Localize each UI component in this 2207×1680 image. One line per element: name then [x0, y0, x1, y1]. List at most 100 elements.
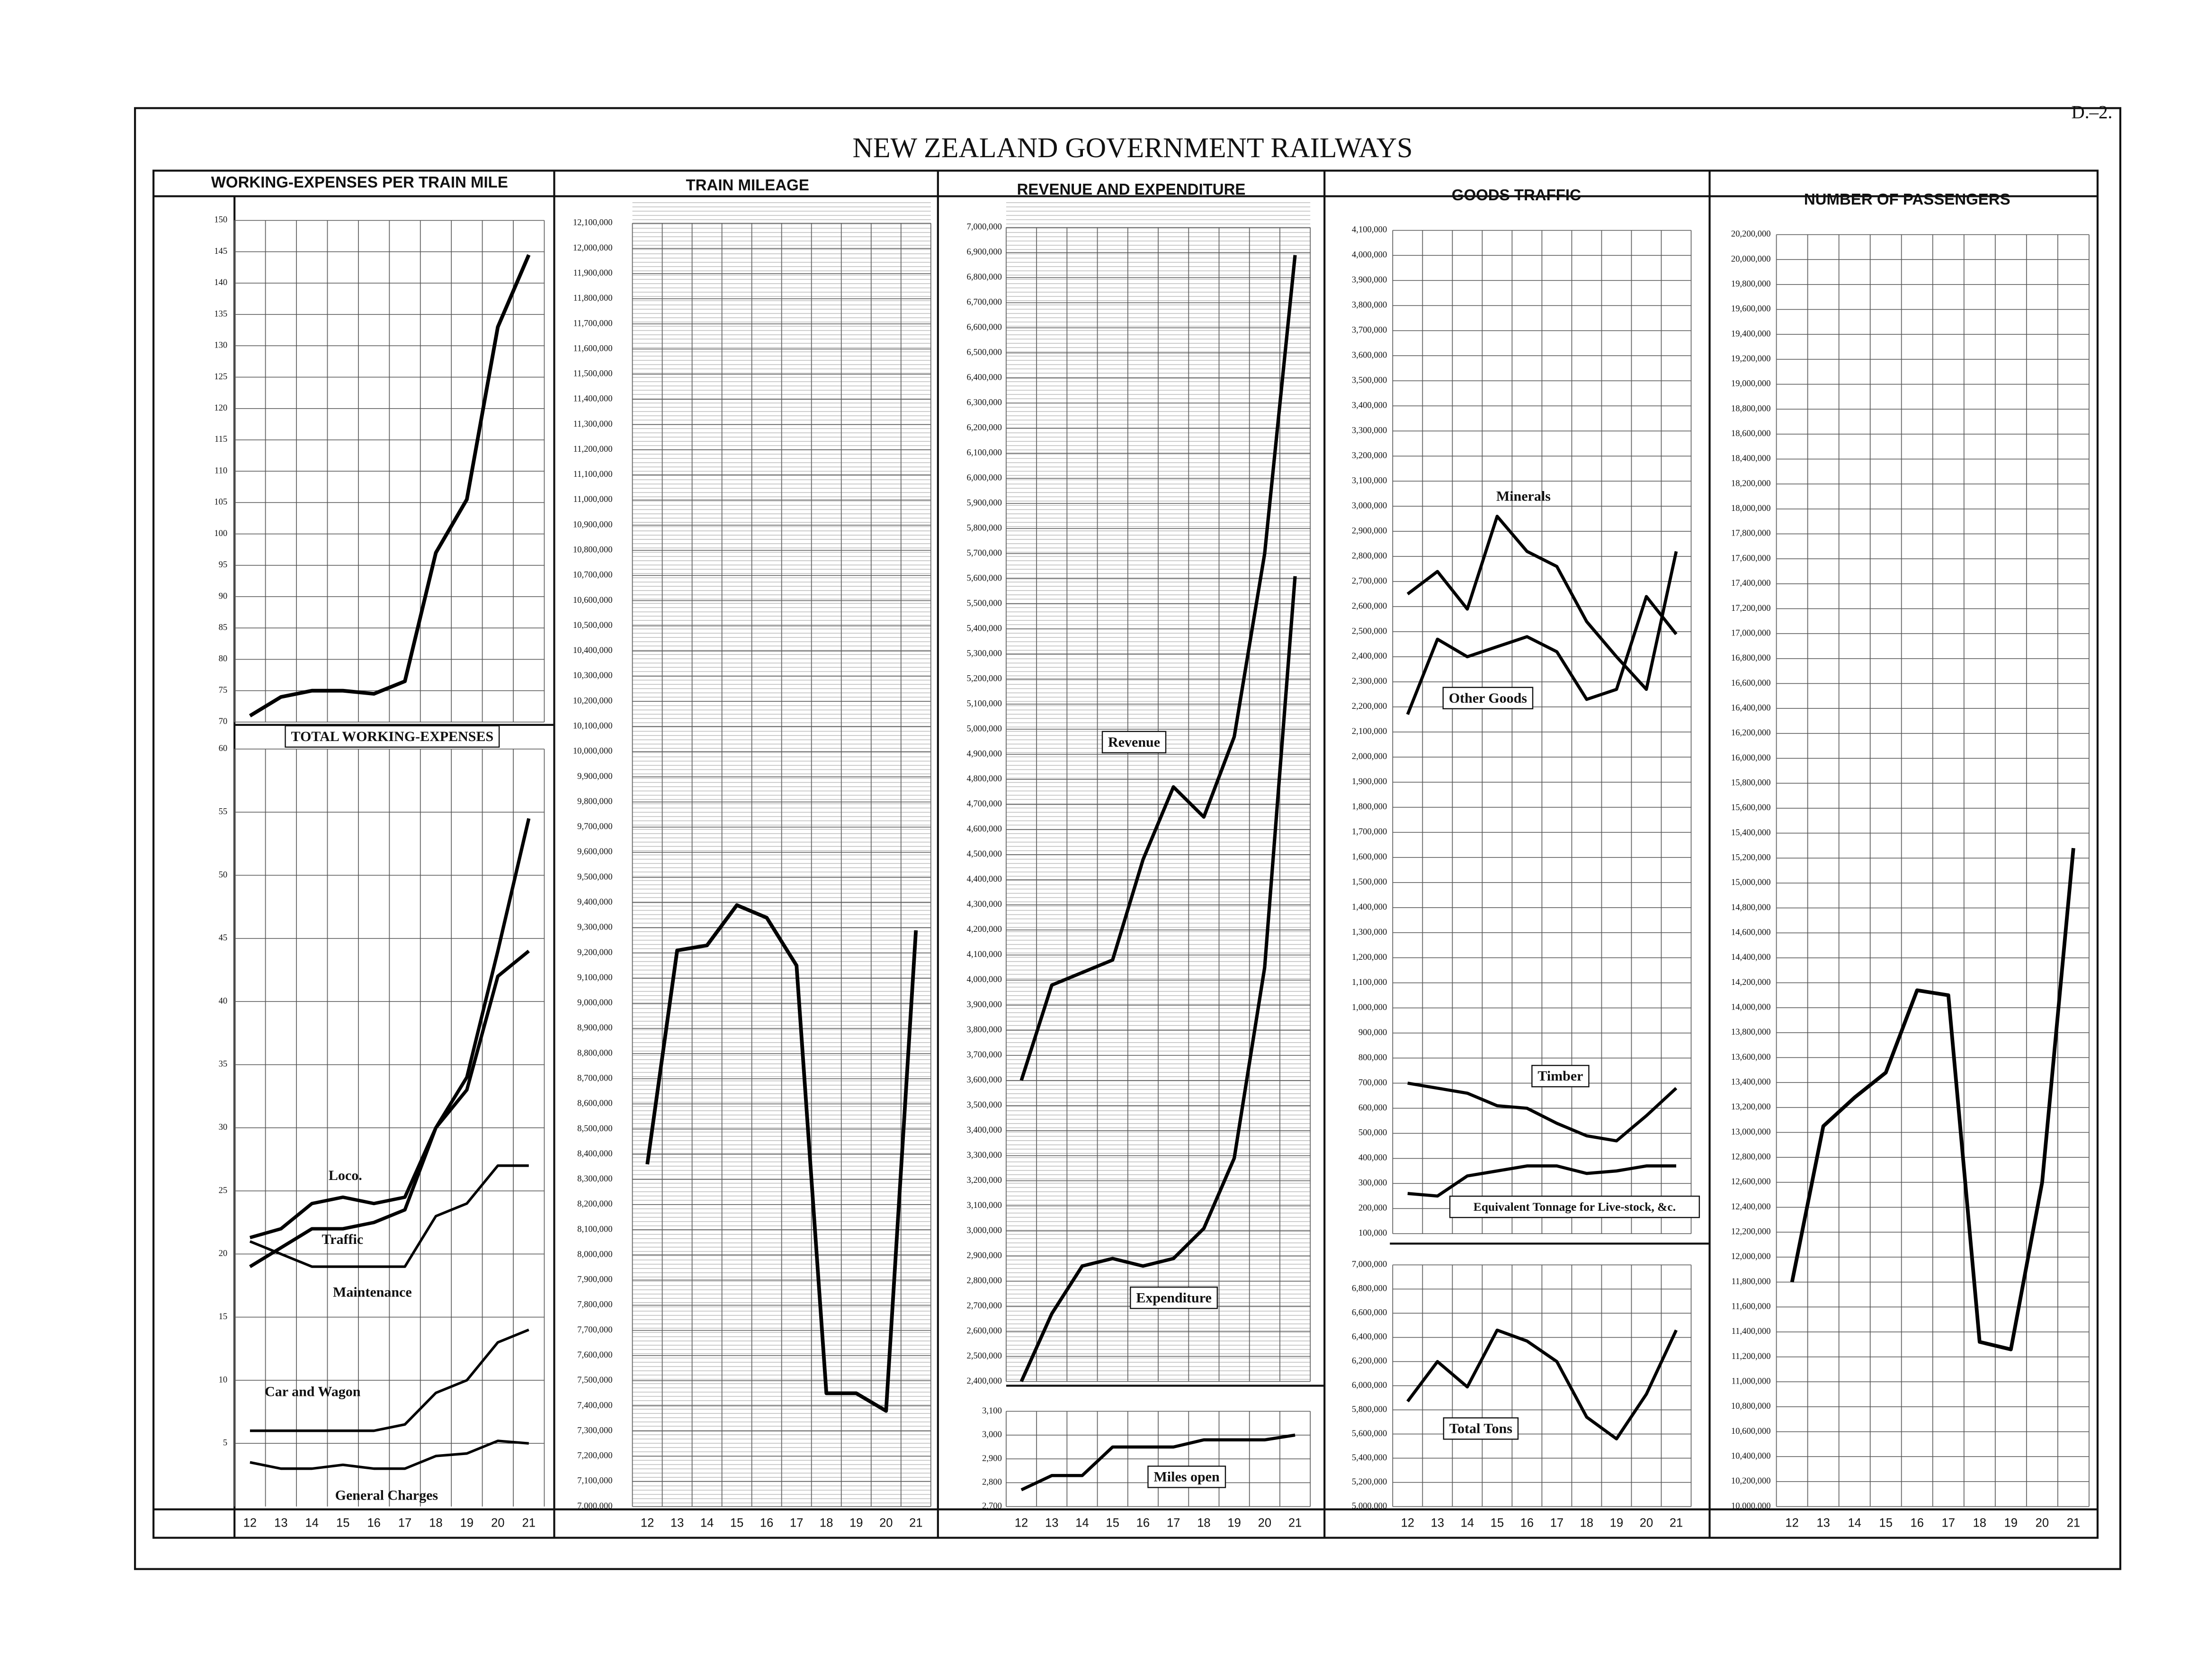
y-tick-label: 75 [219, 685, 228, 695]
label-box [1449, 1196, 1700, 1218]
y-tick-label: 7,000,000 [577, 1501, 612, 1511]
y-tick-label: 1,700,000 [1352, 827, 1387, 837]
x-tick-label: 18 [1197, 1516, 1210, 1529]
y-tick-label: 7,400,000 [577, 1400, 612, 1410]
chart-title: NUMBER OF PASSENGERS [1804, 190, 2010, 208]
y-tick-label: 12,800,000 [1731, 1152, 1771, 1162]
y-tick-label: 7,500,000 [577, 1375, 612, 1385]
x-tick-label: 16 [1911, 1516, 1924, 1529]
y-tick-label: 9,900,000 [577, 771, 612, 781]
series-line [1406, 515, 1678, 691]
chart-title: GOODS TRAFFIC [1452, 186, 1581, 204]
y-tick-label: 12,000,000 [573, 243, 613, 253]
y-tick-label: 7,000,000 [1352, 1260, 1387, 1269]
y-tick-label: 18,200,000 [1731, 478, 1771, 488]
label-box [1442, 687, 1534, 709]
series-line [249, 818, 531, 1240]
x-tick-label: 15 [1106, 1516, 1119, 1529]
y-tick-label: 11,100,000 [573, 469, 613, 479]
y-tick-label: 7,100,000 [577, 1476, 612, 1486]
y-tick-label: 200,000 [1358, 1203, 1387, 1213]
y-tick-label: 9,700,000 [577, 822, 612, 831]
series-line [1019, 576, 1297, 1382]
inner-frame [152, 170, 2099, 1539]
x-tick-label: 16 [1136, 1516, 1150, 1529]
y-tick-label: 6,700,000 [967, 297, 1002, 307]
series-line [1407, 1081, 1678, 1143]
x-tick-label: 15 [730, 1516, 743, 1529]
y-tick-label: 15,600,000 [1731, 803, 1771, 813]
y-tick-label: 5,600,000 [1352, 1429, 1387, 1439]
y-tick-label: 3,800,000 [1352, 300, 1387, 310]
x-tick-label: 12 [243, 1516, 257, 1529]
y-tick-label: 6,200,000 [967, 423, 1002, 433]
page-label: D.–2. [2072, 102, 2113, 122]
y-tick-label: 16,000,000 [1731, 753, 1771, 763]
x-tick-label: 17 [1167, 1516, 1180, 1529]
y-tick-label: 15,000,000 [1731, 877, 1771, 887]
y-tick-label: 11,500,000 [573, 369, 613, 379]
y-tick-label: 17,600,000 [1731, 553, 1771, 563]
y-tick-label: 17,200,000 [1731, 603, 1771, 613]
label-box [1130, 1287, 1218, 1309]
y-tick-label: 9,600,000 [577, 847, 612, 857]
x-tick-label: 13 [274, 1516, 287, 1529]
y-tick-label: 2,800 [982, 1477, 1002, 1487]
y-tick-label: 55 [219, 806, 228, 816]
y-tick-label: 19,400,000 [1731, 329, 1771, 339]
y-tick-label: 10,000,000 [1731, 1501, 1771, 1511]
label-box [1147, 1466, 1226, 1488]
y-tick-label: 11,000,000 [573, 494, 613, 504]
y-tick-label: 11,200,000 [1732, 1351, 1771, 1361]
y-tick-label: 8,800,000 [577, 1048, 612, 1058]
y-tick-label: 14,000,000 [1731, 1002, 1771, 1012]
x-tick-label: 20 [2036, 1516, 2049, 1529]
y-tick-label: 20,000,000 [1731, 254, 1771, 264]
x-tick-label: 12 [1785, 1516, 1798, 1529]
y-tick-label: 6,000,000 [967, 473, 1002, 483]
x-tick-label: 15 [336, 1516, 349, 1529]
chart-title: TRAIN MILEAGE [686, 176, 809, 194]
y-tick-label: 600,000 [1358, 1103, 1387, 1113]
y-tick-label: 105 [214, 497, 227, 507]
label-box [285, 725, 500, 748]
y-tick-label: 10,400,000 [573, 645, 613, 655]
y-tick-label: 100 [214, 528, 227, 538]
y-tick-label: 18,800,000 [1731, 403, 1771, 413]
y-tick-label: 7,000,000 [967, 222, 1002, 232]
y-tick-label: 7,800,000 [577, 1300, 612, 1310]
y-tick-label: 80 [219, 654, 228, 664]
y-tick-label: 8,000,000 [577, 1249, 612, 1259]
y-tick-label: 1,300,000 [1352, 927, 1387, 937]
y-tick-label: 2,400,000 [1352, 651, 1387, 661]
y-tick-label: 7,300,000 [577, 1425, 612, 1435]
x-tick-label: 17 [1942, 1516, 1955, 1529]
y-tick-label: 8,500,000 [577, 1124, 612, 1134]
x-tick-label: 14 [1848, 1516, 1861, 1529]
y-tick-label: 95 [219, 560, 228, 570]
y-tick-label: 11,400,000 [1732, 1326, 1771, 1336]
y-tick-label: 6,000,000 [1352, 1380, 1387, 1390]
y-tick-label: 4,700,000 [967, 799, 1002, 809]
y-tick-label: 2,800,000 [1352, 551, 1387, 561]
series-label: Loco. [329, 1168, 362, 1183]
y-tick-label: 11,800,000 [573, 293, 613, 303]
series-label: Timber [1537, 1068, 1583, 1084]
y-tick-label: 700,000 [1358, 1078, 1387, 1088]
y-tick-label: 16,400,000 [1731, 703, 1771, 713]
y-tick-label: 4,000,000 [967, 974, 1002, 984]
y-tick-label: 19,600,000 [1731, 304, 1771, 314]
y-tick-label: 10,800,000 [1731, 1401, 1771, 1411]
series-line [249, 1164, 529, 1268]
y-tick-label: 6,600,000 [967, 322, 1002, 332]
y-tick-label: 5,200,000 [967, 673, 1002, 683]
x-tick-label: 16 [760, 1516, 773, 1529]
y-tick-label: 5,200,000 [1352, 1477, 1387, 1487]
y-tick-label: 13,000,000 [1731, 1127, 1771, 1137]
y-tick-label: 2,000,000 [1352, 751, 1387, 761]
y-tick-label: 2,600,000 [967, 1326, 1002, 1336]
y-tick-label: 5,900,000 [967, 498, 1002, 508]
y-tick-label: 3,200,000 [1352, 450, 1387, 460]
y-tick-label: 3,000,000 [1352, 500, 1387, 510]
x-tick-label: 20 [1640, 1516, 1653, 1529]
